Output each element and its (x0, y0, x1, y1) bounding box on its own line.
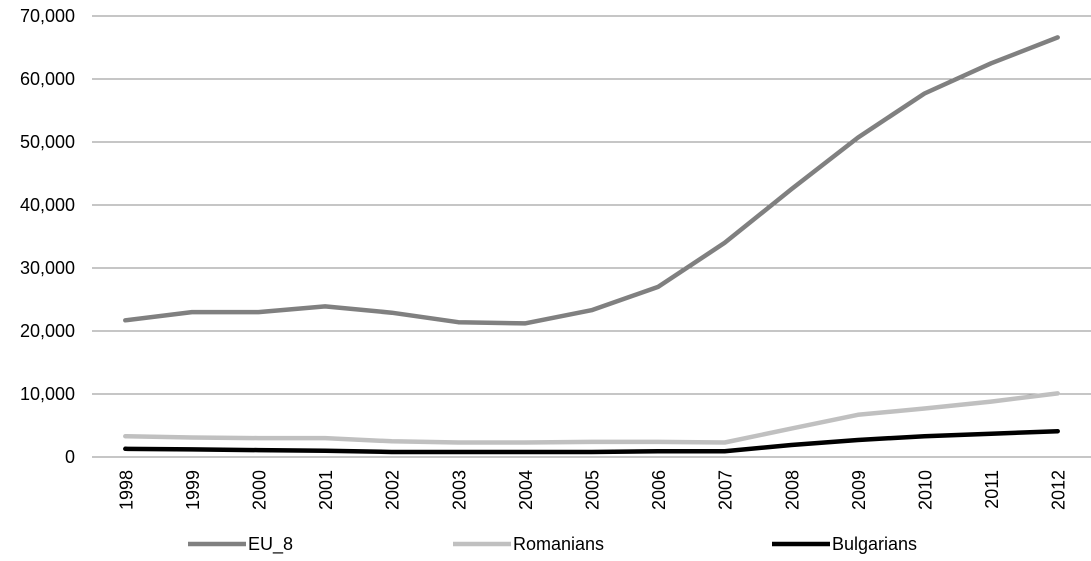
legend-label: EU_8 (248, 534, 293, 555)
series-line-bulgarians (123, 428, 1060, 455)
y-tick-label: 0 (65, 447, 75, 467)
x-tick-label: 1998 (116, 470, 136, 510)
x-axis-ticks: 1998 1999 2000 2001 2002 2003 2004 2005 2006 2007… (116, 470, 1068, 510)
gridlines (92, 15, 1091, 458)
series-lines (123, 35, 1060, 455)
y-tick-label: 10,000 (20, 384, 75, 404)
x-tick-label: 2000 (250, 470, 270, 510)
y-tick-label: 40,000 (20, 195, 75, 215)
series-line-eu-8 (123, 35, 1060, 326)
x-tick-label: 1999 (183, 470, 203, 510)
legend: EU_8 Romanians Bulgarians (188, 534, 917, 555)
x-tick-label: 2007 (716, 470, 736, 510)
x-tick-label: 2003 (449, 470, 469, 510)
y-axis-ticks: 0 10,000 20,000 30,000 40,000 50,000 60,000 70,… (20, 6, 75, 467)
y-tick-label: 20,000 (20, 321, 75, 341)
x-tick-label: 2012 (1049, 470, 1069, 510)
x-tick-label: 2010 (916, 470, 936, 510)
series-line-romanians (123, 391, 1060, 445)
x-tick-label: 2008 (782, 470, 802, 510)
x-tick-label: 2005 (583, 470, 603, 510)
x-tick-label: 2004 (516, 470, 536, 510)
x-tick-label: 2001 (316, 470, 336, 510)
x-tick-label: 2009 (849, 470, 869, 510)
y-tick-label: 50,000 (20, 132, 75, 152)
y-tick-label: 70,000 (20, 6, 75, 26)
x-tick-label: 2002 (383, 470, 403, 510)
x-tick-label: 2011 (982, 470, 1002, 509)
y-tick-label: 30,000 (20, 258, 75, 278)
legend-label: Bulgarians (832, 534, 917, 554)
legend-label: Romanians (513, 534, 604, 554)
x-tick-label: 2006 (649, 470, 669, 510)
y-tick-label: 60,000 (20, 69, 75, 89)
